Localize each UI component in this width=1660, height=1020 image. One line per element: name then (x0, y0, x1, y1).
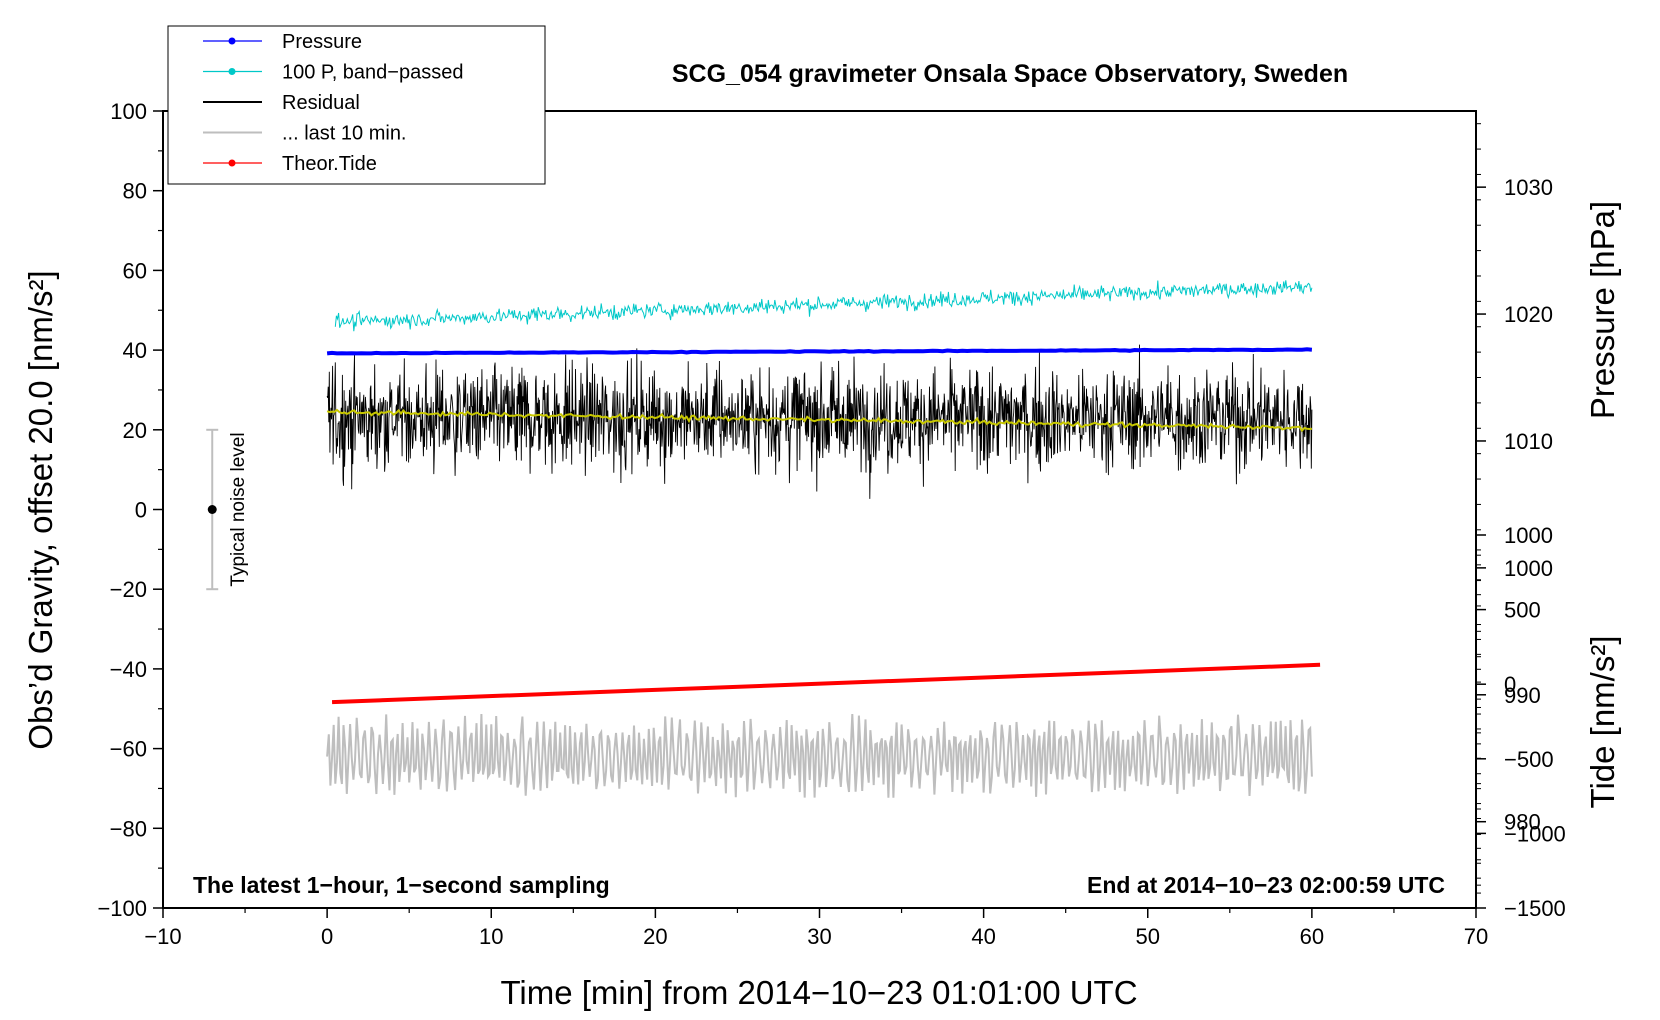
chart-title: SCG_054 gravimeter Onsala Space Observat… (672, 60, 1348, 88)
legend-marker (228, 37, 236, 45)
pressure-tick-label: 1000 (1504, 556, 1553, 581)
y-tick-label: 0 (135, 498, 147, 523)
legend-label: ... last 10 min. (282, 123, 407, 145)
y-tick-label: 40 (123, 338, 147, 363)
y-axis-label-left: Obs’d Gravity, offset 20.0 [nm/s²] (22, 270, 59, 749)
y-axis-label-tide: Tide [nm/s²] (1584, 636, 1621, 809)
tide-tick-label: 500 (1504, 598, 1541, 623)
series-pressure (326, 347, 1313, 356)
noise-bar-label: Typical noise level (228, 432, 249, 586)
series-band-passed-pressure (334, 280, 1313, 332)
x-tick-label: 10 (479, 924, 503, 949)
x-tick-label: 60 (1300, 924, 1324, 949)
pressure-tick-label: 1020 (1504, 302, 1553, 327)
pressure-tick-label: 1010 (1504, 429, 1553, 454)
y-tick-label: −20 (110, 577, 147, 602)
pressure-tick-label: 1030 (1504, 175, 1553, 200)
tide-tick-label: −1000 (1504, 821, 1566, 846)
x-axis-label: Time [min] from 2014−10−23 01:01:00 UTC (500, 974, 1137, 1011)
series-last-10-min (326, 713, 1313, 798)
x-tick-label: 20 (643, 924, 667, 949)
series-layer (326, 280, 1321, 798)
y-tick-label: −80 (110, 816, 147, 841)
x-tick-label: 70 (1464, 924, 1488, 949)
legend-label: 100 P, band−passed (282, 62, 463, 84)
legend-marker (228, 159, 236, 167)
footer-left-note: The latest 1−hour, 1−second sampling (193, 872, 610, 898)
y-tick-label: −40 (110, 657, 147, 682)
y-tick-label: 80 (123, 179, 147, 204)
legend-label: Pressure (282, 31, 362, 53)
legend-marker (228, 68, 236, 75)
y-axis-label-pressure: Pressure [hPa] (1584, 201, 1621, 419)
y-axis-pressure: 980 990 1000 1010 1020 1030 (1476, 123, 1553, 886)
x-axis: −10 0 10 20 30 40 50 60 70 (144, 908, 1488, 949)
tide-tick-label: −1500 (1504, 896, 1566, 921)
x-tick-label: 0 (321, 924, 333, 949)
y-tick-label: 60 (123, 258, 147, 283)
legend-label: Residual (282, 92, 360, 114)
plot-frame (162, 110, 1477, 909)
y-tick-label: −60 (110, 737, 147, 762)
footer-right-note: End at 2014−10−23 02:00:59 UTC (1087, 872, 1445, 898)
legend-box (167, 25, 546, 185)
y-tick-label: 100 (110, 99, 147, 124)
series-residual (326, 344, 1313, 499)
noise-bar: Typical noise level (206, 428, 249, 591)
x-tick-label: 50 (1136, 924, 1160, 949)
pressure-tick-label: 990 (1504, 683, 1541, 708)
tide-tick-label: 1000 (1504, 523, 1553, 548)
x-tick-label: −10 (144, 924, 181, 949)
series-theoretical-tide (331, 662, 1321, 705)
x-tick-label: 30 (807, 924, 831, 949)
tide-tick-label: −500 (1504, 747, 1554, 772)
y-tick-label: −100 (97, 896, 147, 921)
series-residual-smoothed (326, 408, 1313, 433)
y-axis-left: −100 −80 −60 −40 −20 0 20 40 60 80 100 (97, 99, 163, 921)
tide-tick-label: 0 (1504, 672, 1516, 697)
legend-label: Theor.Tide (282, 153, 377, 175)
legend: Pressure 100 P, band−passed Residual ... la… (167, 25, 546, 185)
y-axis-tide: −1500 −1000 −500 0 500 1000 (1476, 523, 1566, 921)
noise-bar-center-dot (207, 505, 217, 514)
y-tick-label: 20 (123, 418, 147, 443)
x-tick-label: 40 (971, 924, 995, 949)
pressure-tick-label: 980 (1504, 810, 1541, 835)
